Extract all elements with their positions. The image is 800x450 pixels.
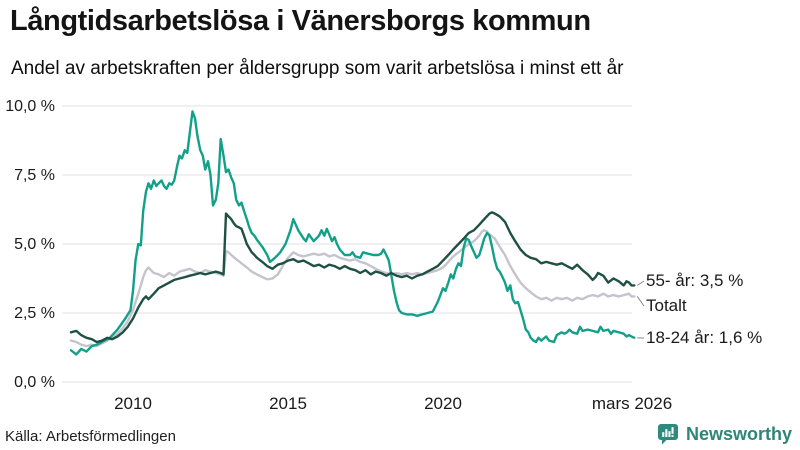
chart-subtitle: Andel av arbetskraften per åldersgrupp s… — [11, 58, 624, 79]
series-end-label-18-24: 18-24 år: 1,6 % — [646, 328, 763, 347]
series-line-2 — [69, 110, 636, 356]
y-axis: 0,0 % 2,5 % 5,0 % 7,5 % 10,0 % — [5, 98, 55, 391]
x-axis: 2010 2015 2020 mars 2026 — [114, 394, 672, 413]
series-layer — [69, 110, 645, 356]
newsworthy-logo: Newsworthy — [657, 423, 792, 445]
series-end-label-totalt: Totalt — [646, 296, 687, 315]
series-line-0 — [69, 211, 636, 344]
y-tick-label: 10,0 % — [5, 98, 55, 115]
newsworthy-logo-text: Newsworthy — [685, 423, 792, 444]
y-tick-label: 2,5 % — [14, 305, 55, 322]
x-tick-label: 2020 — [424, 394, 462, 413]
y-tick-label: 7,5 % — [14, 167, 55, 184]
page-title: Långtidsarbetslösa i Vänersborgs kommun — [10, 5, 591, 37]
label-connector — [636, 296, 645, 307]
source-attribution: Källa: Arbetsförmedlingen — [5, 428, 176, 445]
y-tick-label: 5,0 % — [14, 236, 55, 253]
x-tick-label: 2015 — [269, 394, 307, 413]
x-tick-label: 2010 — [114, 394, 152, 413]
label-connector — [636, 280, 645, 286]
x-tick-label: mars 2026 — [592, 394, 672, 413]
series-end-label-55plus: 55- år: 3,5 % — [646, 271, 744, 290]
gridlines-layer — [62, 105, 632, 383]
newsworthy-logo-icon — [657, 424, 678, 445]
series-line-1 — [69, 228, 636, 348]
y-tick-label: 0,0 % — [14, 374, 55, 391]
